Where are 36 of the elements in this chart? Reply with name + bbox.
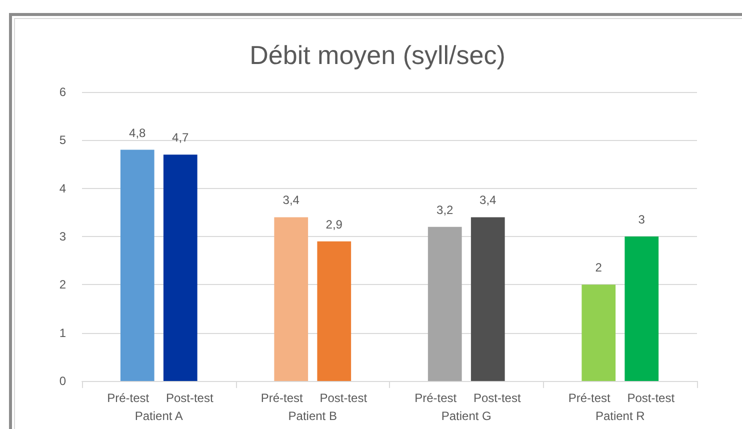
bar bbox=[582, 284, 616, 381]
text: Post-test bbox=[320, 391, 368, 405]
y-tick-label: 6 bbox=[59, 85, 66, 99]
bar bbox=[274, 217, 308, 381]
data-label: 3,4 bbox=[282, 193, 300, 208]
x-tick-label: Patient G bbox=[441, 409, 492, 423]
data-label: 2 bbox=[595, 260, 602, 275]
bar bbox=[624, 236, 659, 381]
y-tick-label: 1 bbox=[59, 326, 66, 340]
bar bbox=[428, 226, 462, 381]
y-tick-label: 2 bbox=[59, 278, 66, 292]
x-tick-label: Patient R bbox=[595, 409, 646, 423]
y-tick-label: 3 bbox=[59, 230, 66, 244]
data-label: 4,7 bbox=[172, 130, 190, 145]
y-tick-label: 5 bbox=[59, 133, 66, 148]
text: Post-test bbox=[627, 391, 675, 405]
x-tick-label: Patient B bbox=[288, 409, 337, 423]
bar bbox=[317, 241, 352, 381]
data-label: 3 bbox=[638, 212, 646, 226]
y-tick-label: 4 bbox=[59, 181, 66, 196]
data-label: 4,8 bbox=[129, 126, 146, 140]
text: Post-test bbox=[473, 391, 521, 405]
series-label: Pré-test bbox=[107, 391, 150, 405]
data-label: 3,4 bbox=[480, 193, 497, 208]
x-tick-label: Patient A bbox=[134, 409, 183, 423]
chart-title: Débit moyen (syll/sec) bbox=[250, 40, 506, 70]
text: Pré-test bbox=[414, 391, 457, 405]
text: Pré-test bbox=[568, 391, 610, 405]
text: Pré-test bbox=[260, 391, 303, 405]
y-tick-label: 0 bbox=[59, 374, 66, 388]
data-label: 3,2 bbox=[436, 202, 454, 217]
bar bbox=[163, 154, 198, 381]
bar bbox=[120, 150, 154, 381]
series-label: Post-test bbox=[166, 391, 214, 405]
bar bbox=[470, 217, 505, 381]
data-label: 2,9 bbox=[326, 217, 343, 232]
